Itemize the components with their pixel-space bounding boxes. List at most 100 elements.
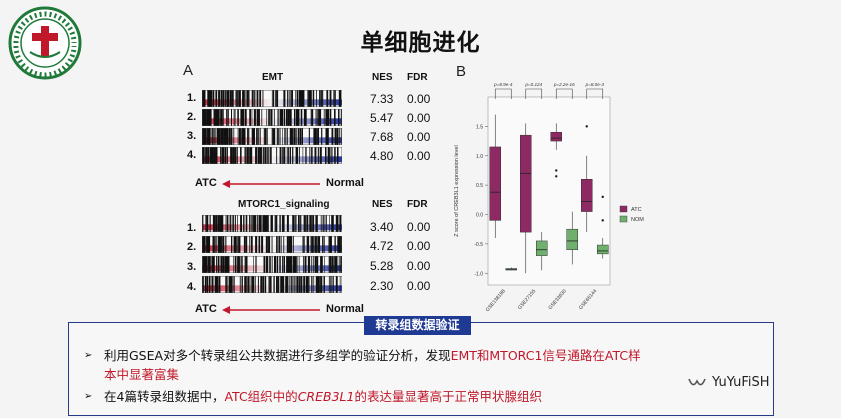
y-tick-label: 1.0 [476,154,483,160]
y-tick-label: 0.5 [476,183,483,189]
fdr-value: 0.00 [407,279,431,293]
row-num: 3. [187,261,197,273]
col-head-fdr: FDR [407,72,428,83]
nes-value: 4.80 [370,149,394,163]
set-title-mtorc1: MTORC1_signaling [238,199,330,210]
nes-value: 7.68 [370,130,394,144]
gsea-enrichment-strip [202,276,342,293]
nes-value: 7.33 [370,92,394,106]
slide-title: 单细胞进化 [360,30,481,56]
legend-swatch [619,215,628,223]
p-value-label: p=8.9e-4 [493,82,513,87]
nes-value: 4.72 [370,239,394,253]
bullet1-text: 利用GSEA对多个转录组公共数据进行多组学的验证分析，发现 [104,348,451,363]
significance-bracket [525,88,543,99]
fdr-value: 0.00 [407,220,431,234]
gsea-enrichment-strip [202,147,342,164]
legend-label: NOM [631,217,644,223]
row-num: 1. [187,92,197,104]
row-num: 2. [187,111,197,123]
panel-a-letter: A [183,62,194,79]
arrow-bullet-icon: ➢ [84,391,93,402]
set-title-emt: EMT [262,72,284,83]
fdr-value: 0.00 [407,259,431,273]
outlier-point [555,175,558,178]
gsea-enrichment-strip [202,256,342,273]
y-tick-label: 0.0 [476,213,483,219]
gsea-enrichment-strip [202,215,342,232]
bullet1-highlight-line2: 本中显著富集 [104,367,180,382]
bullet2-highlight-end: 的表达量显著高于正常甲状腺组织 [354,389,542,404]
boxplot-panel: B -1.0 -0.5 0.0 0.5 1.0 1.5 Z score of CREB3L1… [450,60,675,320]
gsea-panel: A EMT NES FDR 1. 7.33 0.00 2. 5.47 0.00 … [180,60,450,320]
box-atc [520,123,532,274]
row-num: 4. [187,281,197,293]
box-nom [536,232,548,271]
boxplot-chart: -1.0 -0.5 0.0 0.5 1.0 1.5 Z score of CREB3L1 e… [454,82,644,313]
arrow-bullet-icon: ➢ [84,350,93,361]
y-tick-label: 1.5 [476,124,483,130]
fdr-value: 0.00 [407,111,431,125]
direction-arrow [222,180,320,188]
p-value-label: p=8.0e-3 [585,82,605,87]
normal-label: Normal [326,177,364,189]
nes-value: 5.47 [370,111,394,125]
col-head-nes: NES [372,72,393,83]
direction-arrow [222,306,320,314]
row-num: 4. [187,149,197,161]
x-tick-label: GSE138198 [485,288,507,313]
row-num: 1. [187,222,197,234]
gsea-enrichment-strip [202,128,342,145]
col-head-fdr: FDR [407,199,428,210]
box-nom [597,238,609,259]
row-num: 2. [187,241,197,253]
atc-label: ATC [195,303,217,315]
p-value-label: p=0.124 [524,82,542,87]
outlier-point [555,169,558,172]
fdr-value: 0.00 [407,92,431,106]
y-axis-label: Z score of CREB3L1 expression level [454,145,460,236]
atc-label: ATC [195,177,217,189]
summary-tab-label: 转录组数据验证 [364,316,471,335]
significance-bracket [555,88,573,99]
bullet2-highlight: ATC组织中的 [224,389,298,404]
significance-bracket [494,88,512,99]
x-tick-label: GSE65144 [578,288,598,311]
watermark-text: YuYuFiSH [712,375,770,390]
box-atc [489,114,501,238]
wechat-channel-icon [688,378,706,385]
panel-b-letter: B [456,63,467,80]
nes-value: 2.30 [370,279,394,293]
fdr-value: 0.00 [407,130,431,144]
col-head-nes: NES [372,199,393,210]
box-nom [566,211,578,265]
fdr-value: 0.00 [407,239,431,253]
y-tick-label: -0.5 [474,242,483,248]
box-atc [550,123,562,150]
university-seal-logo [8,6,82,80]
bullet1-highlight: EMT和MTORC1信号通路在ATC样 [450,348,641,363]
outlier-point [601,219,604,222]
x-tick-label: GSE27155 [517,288,537,311]
p-value-label: p=2.2e-16 [553,82,575,87]
summary-box [68,322,774,416]
significance-bracket [586,88,604,99]
outlier-point [601,195,604,199]
legend-swatch [619,205,628,213]
normal-label: Normal [326,303,364,315]
gsea-enrichment-strip [202,109,342,126]
fdr-value: 0.00 [407,149,431,163]
watermark: YuYuFiSH [688,375,770,390]
bullet2-gene: CREB3L1 [297,389,355,404]
box-atc [581,155,593,233]
gsea-enrichment-strip [202,236,342,253]
x-tick-label: GSE33630 [547,288,567,311]
gsea-enrichment-strip [202,90,342,107]
row-num: 3. [187,130,197,142]
nes-value: 5.28 [370,259,394,273]
bullet2-text: 在4篇转录组数据中， [104,389,225,404]
y-tick-label: -1.0 [474,271,483,277]
legend-label: ATC [631,207,642,213]
box-nom [505,267,517,271]
nes-value: 3.40 [370,220,394,234]
